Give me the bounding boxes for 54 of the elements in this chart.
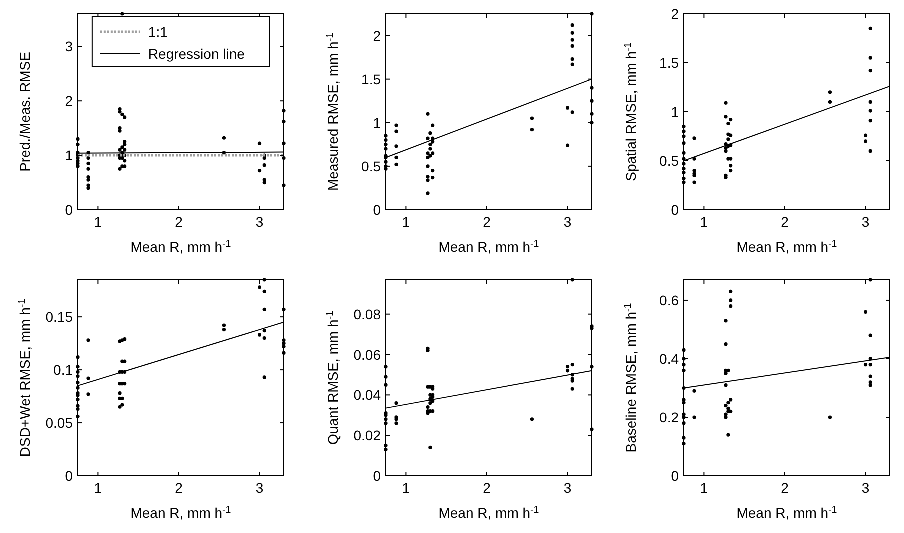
x-axis-title: Mean R, mm h$^{-1}$ (130, 504, 232, 521)
y-tick-label: 0.5 (362, 158, 382, 174)
x-tick-label: 2 (781, 480, 790, 496)
y-axis-title: Pred./Meas. RMSE (17, 52, 33, 172)
y-tick-label: 1.5 (660, 55, 680, 71)
y-tick-label: 2 (65, 93, 74, 110)
x-tick-label: 1 (700, 214, 708, 230)
x-tick-label: 1 (402, 480, 410, 496)
y-tick-label: 0.1 (54, 362, 74, 378)
x-tick-label: 2 (483, 480, 492, 496)
y-tick-label: 1 (65, 148, 74, 164)
x-tick-label: 2 (175, 214, 184, 230)
x-tick-label: 3 (256, 214, 264, 230)
y-tick-label: 0.05 (46, 415, 74, 432)
y-tick-label: 0.04 (354, 387, 382, 404)
x-axis-title: Mean R, mm h$^{-1}$ (736, 504, 838, 521)
y-tick-label: 2 (671, 6, 680, 22)
x-tick-label: 2 (781, 214, 790, 230)
x-tick-label: 3 (256, 480, 264, 496)
y-tick-label: 0.08 (354, 306, 382, 322)
x-tick-label: 1 (700, 480, 708, 496)
x-tick-label: 3 (564, 214, 572, 230)
y-tick-label: 1.5 (362, 71, 382, 88)
y-tick-label: 0.15 (46, 309, 74, 326)
y-tick-label: 1 (671, 104, 680, 120)
x-tick-label: 2 (175, 480, 184, 496)
y-tick-label: 0 (65, 202, 74, 218)
y-tick-label: 0.4 (660, 350, 680, 367)
y-tick-label: 0 (671, 468, 680, 484)
x-tick-label: 3 (862, 480, 870, 496)
x-axis-title: Mean R, mm h$^{-1}$ (438, 504, 540, 521)
y-tick-label: 0 (65, 468, 74, 484)
x-axis-title: Mean R, mm h$^{-1}$ (130, 238, 232, 255)
y-tick-label: 2 (373, 28, 382, 44)
legend-label: Regression line (148, 46, 246, 62)
y-tick-label: 0 (373, 202, 382, 218)
x-tick-label: 1 (94, 214, 102, 230)
x-tick-label: 2 (483, 214, 492, 230)
x-tick-label: 3 (564, 480, 572, 496)
y-tick-label: 0.02 (354, 428, 382, 444)
y-tick-label: 0.5 (660, 153, 680, 169)
y-tick-label: 0 (671, 202, 680, 218)
x-tick-label: 1 (402, 214, 410, 230)
x-axis-title: Mean R, mm h$^{-1}$ (736, 238, 838, 255)
x-axis-title: Mean R, mm h$^{-1}$ (438, 238, 540, 255)
y-tick-label: 1 (373, 114, 382, 131)
y-tick-label: 3 (65, 38, 74, 55)
y-tick-label: 0.2 (660, 409, 680, 426)
y-tick-label: 0 (373, 468, 382, 484)
x-tick-label: 1 (94, 480, 102, 496)
y-tick-label: 0.06 (354, 346, 382, 363)
y-tick-label: 0.6 (660, 292, 680, 308)
x-tick-label: 3 (862, 214, 870, 230)
legend-label: 1:1 (148, 24, 168, 40)
